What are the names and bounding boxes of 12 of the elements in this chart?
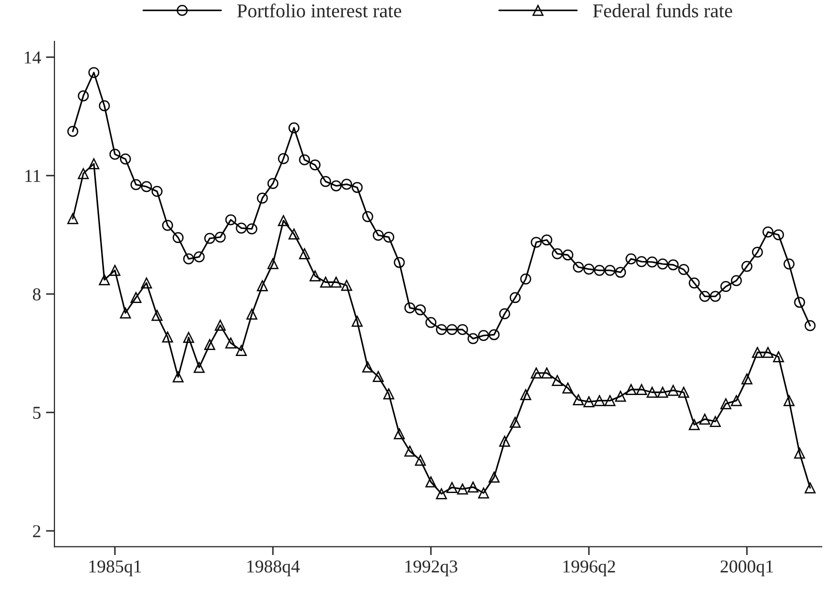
x-tick-label: 2000q1 [720, 560, 773, 576]
x-tick-label: 1996q2 [563, 560, 615, 576]
y-tick-label: 2 [33, 525, 40, 538]
y-tick-label: 5 [33, 406, 41, 419]
x-tick-label: 1988q4 [247, 560, 300, 576]
y-tick-label: 11 [25, 170, 40, 182]
y-tick-label: 8 [32, 288, 41, 300]
legend-label: Federal funds rate [593, 4, 732, 18]
y-tick-label: 14 [24, 52, 41, 64]
x-tick-label: 1992q3 [405, 560, 458, 576]
legend-label: Portfolio interest rate [237, 4, 402, 18]
x-tick-label: 1985q1 [89, 560, 141, 576]
